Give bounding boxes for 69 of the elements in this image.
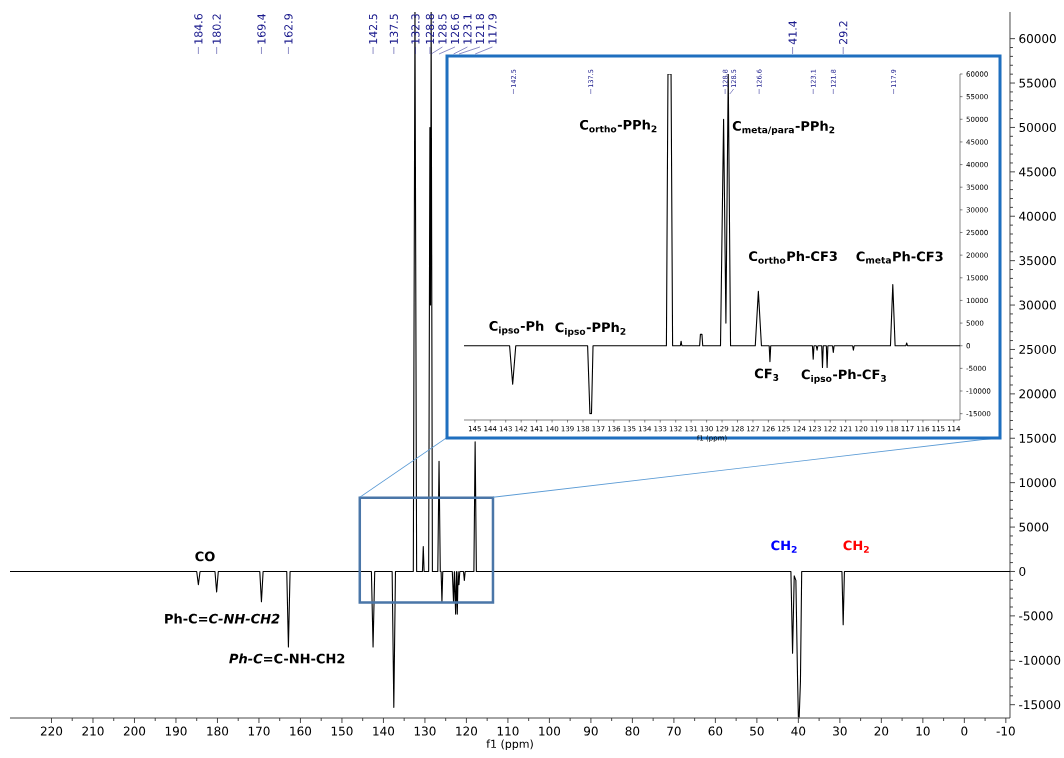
annotation: 121.8 <box>475 14 485 44</box>
x-tick-label: 50 <box>750 726 764 736</box>
annotation: CH$_{2}$ <box>771 540 797 553</box>
x-tick-label: 30 <box>833 726 847 736</box>
y-tick-label: 20000 <box>1019 389 1056 399</box>
y-tick-label: 60000 <box>1019 34 1056 44</box>
x-tick-label: 200 <box>123 726 146 736</box>
x-tick-label: 120 <box>456 726 478 736</box>
x-tick-label: 210 <box>82 726 104 736</box>
annotation: 117.9 <box>488 14 497 44</box>
annotation: 162.9 <box>284 14 293 44</box>
x-tick-label: 140 <box>373 726 395 736</box>
annotation: 137.5 <box>389 14 398 44</box>
annotation: 142.5 <box>368 14 378 44</box>
x-tick-label: 180 <box>207 726 229 736</box>
x-tick-label: -10 <box>996 726 1015 736</box>
annotation: Ph-C=C-NH-CH2 <box>229 653 345 664</box>
y-tick-label: 40000 <box>1019 211 1056 221</box>
y-tick-label: -15000 <box>1019 700 1061 710</box>
annotation: CF$_{3}$ <box>754 368 779 381</box>
x-tick-label: 20 <box>874 726 889 736</box>
y-tick-label: 5000 <box>1019 522 1049 532</box>
annotation: C$_{ipso}$-Ph-CF$_{3}$ <box>801 369 886 384</box>
y-tick-label: 55000 <box>1019 78 1056 88</box>
annotation: 126.6 <box>450 14 460 44</box>
annotation: Ph-C=C-NH-CH2 <box>165 613 280 624</box>
annotation: 169.4 <box>257 13 266 44</box>
annotation: C$_{ortho}$Ph-CF3 <box>749 251 837 264</box>
x-tick-label: 160 <box>290 726 312 736</box>
annotation: 180.2 <box>212 14 221 44</box>
x-tick-label: 150 <box>331 726 353 736</box>
annotation: C$_{ipso}$-Ph <box>489 320 544 336</box>
annotation: 128.8 <box>425 14 435 44</box>
annotation: C$_{meta}$Ph-CF3 <box>856 251 943 264</box>
y-tick-label: 50000 <box>1019 122 1056 132</box>
annotation: CO <box>195 551 215 562</box>
y-tick-label: 25000 <box>1019 344 1056 354</box>
annotation: C$_{ipso}$-PPh$_{2}$ <box>555 322 626 337</box>
x-tick-label: 170 <box>248 726 270 736</box>
y-tick-label: -10000 <box>1019 655 1061 665</box>
x-tick-label: 220 <box>40 726 63 736</box>
x-tick-label: 80 <box>625 726 640 736</box>
y-tick-label: 30000 <box>1019 300 1056 310</box>
y-tick-label: 10000 <box>1019 478 1056 488</box>
annotation: 184.6 <box>194 14 203 44</box>
y-tick-label: 45000 <box>1019 167 1056 177</box>
x-axis-title: f1 (ppm) <box>486 739 533 751</box>
annotation: CH$_{2}$ <box>843 540 869 553</box>
x-tick-label: 10 <box>916 726 930 736</box>
annotation: 132.3 <box>411 14 420 44</box>
annotation: 123.1 <box>463 14 472 44</box>
x-tick-label: 100 <box>539 726 561 736</box>
x-tick-label: 90 <box>584 726 598 736</box>
y-tick-label: -5000 <box>1019 611 1053 621</box>
annotation: C$_{ortho}$-PPh$_{2}$ <box>579 119 657 133</box>
x-tick-label: 130 <box>414 726 436 736</box>
x-tick-label: 40 <box>791 726 806 736</box>
x-tick-label: 60 <box>708 726 723 736</box>
y-tick-label: 0 <box>1019 566 1026 577</box>
x-tick-label: 70 <box>667 726 681 736</box>
line-series <box>9 11 1010 718</box>
y-tick-label: 15000 <box>1019 433 1056 443</box>
x-tick-label: 190 <box>165 726 187 736</box>
annotation: 41.4 <box>788 20 797 45</box>
annotation: C$_{meta/para}$-PPh$_{2}$ <box>732 120 835 136</box>
annotation: 29.2 <box>839 21 848 44</box>
annotation: 128.5 <box>438 14 447 44</box>
x-tick-label: 110 <box>497 726 519 736</box>
y-tick-label: 35000 <box>1019 256 1056 266</box>
